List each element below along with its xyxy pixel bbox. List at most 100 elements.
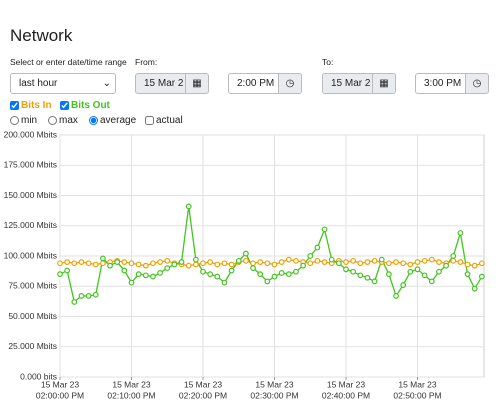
y-tick-label: 75.000 Mbits — [8, 281, 57, 291]
data-point — [436, 259, 442, 265]
mode-radio-input[interactable] — [10, 116, 19, 125]
from-clock-button[interactable]: ◷ — [278, 73, 302, 94]
data-point — [393, 259, 399, 265]
data-point — [135, 271, 142, 278]
data-point — [443, 262, 450, 269]
caret: ⌄ — [102, 78, 111, 89]
data-point — [407, 261, 414, 268]
series-toggle-label: Bits Out — [71, 100, 110, 111]
data-point — [271, 261, 278, 268]
data-point — [421, 257, 428, 264]
y-tick-label: 50.000 Mbits — [8, 311, 57, 321]
data-point — [364, 259, 371, 265]
data-point — [321, 226, 328, 233]
y-tick-label: 175.000 Mbits — [4, 160, 57, 170]
data-point — [250, 265, 256, 272]
data-point — [192, 261, 199, 268]
from-label: From: — [135, 57, 158, 67]
mode-radio[interactable]: min — [10, 115, 37, 126]
data-point — [271, 273, 278, 280]
series-toggle[interactable]: Bits Out — [60, 100, 110, 111]
data-point — [300, 262, 307, 269]
data-point — [242, 257, 249, 264]
series-toggle-input[interactable] — [10, 101, 19, 110]
data-point — [457, 230, 464, 236]
data-point — [135, 261, 142, 268]
data-point — [321, 259, 328, 265]
from-date-value: 15 Mar 2 — [144, 78, 184, 89]
data-point — [450, 257, 457, 264]
data-point — [121, 259, 128, 265]
preset-select[interactable]: last hour ⌄ — [10, 73, 116, 94]
to-time-value: 3:00 PM — [424, 78, 462, 89]
from-time-value: 2:00 PM — [237, 78, 275, 89]
data-point — [235, 257, 242, 264]
data-point — [386, 271, 392, 278]
preset-value: last hour — [19, 78, 58, 89]
x-tick-date: 15 Mar 23 — [327, 379, 366, 389]
data-point — [207, 259, 214, 265]
from-time[interactable]: 2:00 PM — [228, 73, 279, 94]
data-point — [171, 261, 178, 268]
data-point — [371, 257, 378, 264]
from-calendar-button[interactable]: ▦ — [185, 73, 209, 94]
data-point — [400, 282, 407, 288]
data-point — [257, 271, 264, 278]
data-point — [264, 278, 271, 285]
data-point — [150, 273, 156, 280]
data-point — [192, 256, 199, 263]
series-toggle[interactable]: Bits In — [10, 100, 52, 111]
data-point — [357, 260, 364, 267]
actual-toggle[interactable]: actual — [145, 115, 183, 126]
mode-radio[interactable]: max — [48, 115, 78, 126]
data-point — [350, 257, 357, 264]
mode-radio[interactable]: average — [89, 115, 136, 126]
data-point — [164, 265, 171, 272]
data-point — [307, 253, 314, 259]
y-tick-label: 125.000 Mbits — [4, 220, 57, 230]
x-tick-date: 15 Mar 23 — [112, 379, 151, 389]
to-label: To: — [322, 57, 334, 67]
data-point — [185, 262, 192, 269]
x-tick-date: 15 Mar 23 — [184, 379, 223, 389]
to-date-value: 15 Mar 2 — [331, 78, 371, 89]
data-point — [185, 203, 192, 210]
data-point — [343, 259, 349, 265]
data-point — [92, 291, 99, 298]
data-point — [414, 266, 421, 273]
data-point — [200, 268, 206, 275]
mode-radio-input[interactable] — [48, 116, 57, 125]
data-point — [378, 256, 385, 263]
actual-toggle-input[interactable] — [145, 116, 154, 125]
y-tick-label: 150.000 Mbits — [4, 190, 57, 200]
data-point — [228, 267, 235, 274]
data-point — [350, 268, 357, 275]
data-point — [450, 253, 457, 259]
y-tick-label: 100.000 Mbits — [4, 250, 57, 260]
series-toggle-input[interactable] — [60, 101, 69, 110]
data-point — [78, 293, 85, 299]
data-point — [121, 267, 128, 274]
data-point — [464, 261, 471, 268]
data-point — [293, 257, 299, 264]
data-point — [278, 259, 285, 265]
data-point — [428, 256, 435, 263]
mode-radio-label: min — [21, 115, 38, 126]
data-point — [178, 259, 185, 265]
data-point — [64, 267, 71, 274]
to-clock-button[interactable]: ◷ — [465, 73, 489, 94]
data-point — [257, 259, 264, 265]
data-point — [200, 260, 206, 267]
x-tick-time: 02:00:00 PM — [36, 390, 84, 400]
actual-toggle-label: actual — [156, 115, 183, 126]
data-point — [71, 299, 78, 305]
mode-radio-label: average — [100, 115, 137, 126]
data-point — [214, 273, 221, 280]
to-calendar-button[interactable]: ▦ — [372, 73, 396, 94]
data-point — [64, 259, 71, 265]
mode-radio-input[interactable] — [89, 116, 98, 125]
data-point — [242, 250, 249, 257]
data-point — [221, 279, 228, 286]
data-point — [57, 260, 63, 267]
